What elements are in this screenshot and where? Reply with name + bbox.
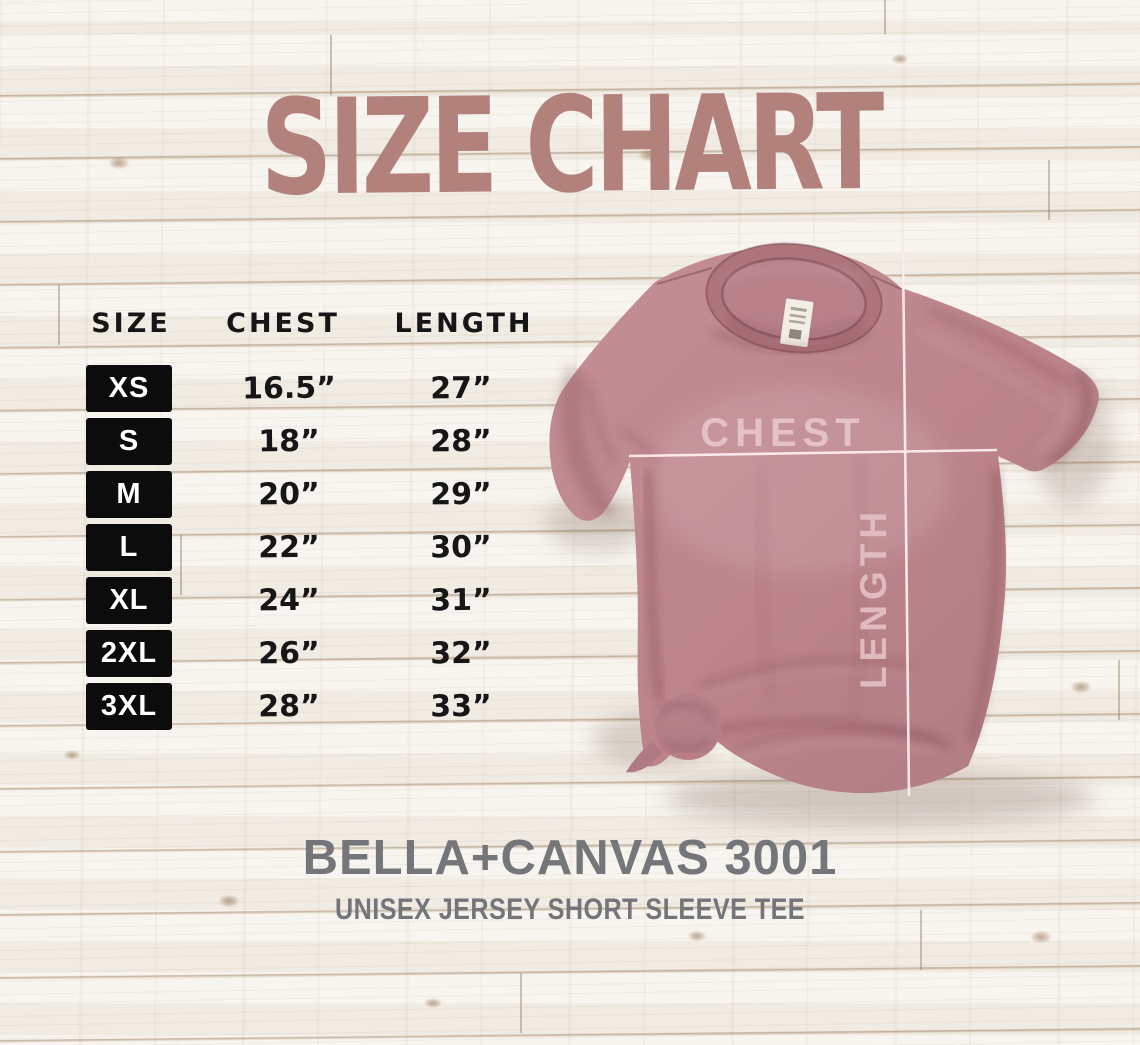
length-value: 28” (430, 423, 492, 460)
product-subtitle: UNISEX JERSEY SHORT SLEEVE TEE (334, 893, 806, 926)
chest-value: 18” (258, 423, 320, 460)
size-badge: L (86, 524, 172, 571)
length-value: 33” (430, 688, 492, 725)
table-row: S 18” 28” (86, 418, 536, 465)
table-row: XL 24” 31” (86, 577, 536, 624)
size-badge: 2XL (86, 630, 172, 677)
length-measurement-line (901, 251, 911, 797)
rolled-sleeve-cuffs (559, 362, 1092, 518)
length-value: 30” (430, 529, 492, 566)
table-row: 3XL 28” 33” (86, 683, 536, 730)
fabric-folds (619, 307, 1074, 759)
size-badge: 3XL (86, 683, 172, 730)
length-value: 27” (430, 370, 492, 407)
chest-value: 16.5” (241, 370, 337, 407)
size-badge: XS (86, 365, 172, 412)
length-value: 29” (430, 476, 492, 513)
neck-tag (779, 297, 815, 348)
chest-value: 20” (258, 476, 320, 513)
chest-overlay-label: CHEST (700, 411, 866, 455)
table-row: L 22” 30” (86, 524, 536, 571)
column-header-length: LENGTH (394, 308, 534, 339)
size-badge: XL (86, 577, 172, 624)
column-header-size: SIZE (91, 308, 171, 339)
length-overlay-label: LENGTH (853, 507, 894, 689)
column-header-chest: CHEST (226, 308, 340, 339)
table-row: XS 16.5” 27” (86, 365, 536, 412)
measurement-overlay: CHEST LENGTH (628, 251, 998, 797)
chest-value: 28” (258, 688, 320, 725)
chest-value: 22” (258, 529, 320, 566)
chest-value: 26” (258, 635, 320, 672)
length-value: 31” (430, 582, 492, 619)
collar (656, 242, 902, 354)
product-name: BELLA+CANVAS 3001 (302, 831, 838, 885)
table-row: 2XL 26” 32” (86, 630, 536, 677)
size-table-body: XS 16.5” 27” S 18” 28” M 20” 29” L 22” 3… (86, 365, 536, 730)
chest-measurement-line (628, 448, 998, 458)
length-value: 32” (430, 635, 492, 672)
size-badge: M (86, 471, 172, 518)
size-badge: S (86, 418, 172, 465)
page-title: SIZE CHART (259, 65, 881, 226)
hem-knot (626, 694, 721, 773)
chest-value: 24” (258, 582, 320, 619)
table-row: M 20” 29” (86, 471, 536, 518)
